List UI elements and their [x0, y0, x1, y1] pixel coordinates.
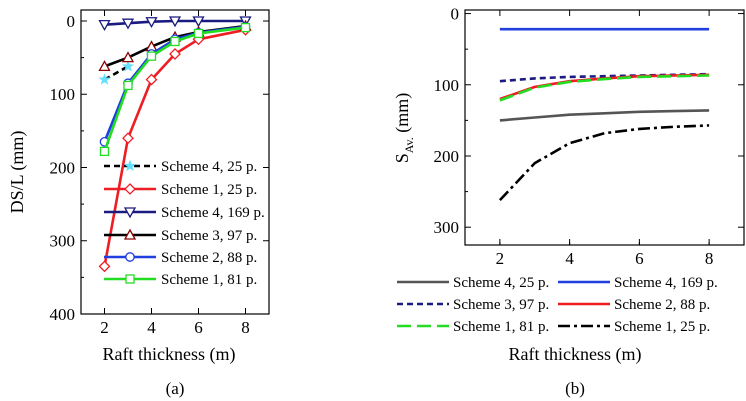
panel-b-y-tick-label: 200 — [434, 147, 460, 166]
panel-b-y-axis-label-unit: (mm) — [392, 93, 413, 138]
panel-b-x-tick-label: 2 — [496, 249, 505, 268]
panel-b-y-tick-label: 100 — [434, 76, 460, 95]
panel-b-y-axis-label: SAv. (mm) — [392, 93, 416, 164]
panel-a-x-tick-label: 2 — [100, 318, 109, 337]
panel-a-point-2 — [121, 18, 135, 30]
panel-b-x-tick-label: 8 — [705, 249, 714, 268]
panel-a-point-5 — [170, 36, 180, 47]
panel-b-legend-label-4: Scheme 1, 81 p. — [453, 319, 549, 335]
panel-b-y-axis-label-sub: Av. — [402, 137, 416, 153]
panel-a-legend-label-2: Scheme 4, 169 p. — [161, 205, 265, 221]
panel-a-series-line-0 — [103, 65, 129, 81]
panel-b-legend-label-2: Scheme 3, 97 p. — [453, 297, 549, 313]
panel-a-legend-label-3: Scheme 3, 97 p. — [161, 228, 257, 244]
panel-a-point-2 — [168, 16, 182, 28]
panel-b-x-tick-label: 6 — [635, 249, 644, 268]
panel-a-y-tick-label: 200 — [50, 158, 76, 177]
panel-a-legend-label-4: Scheme 2, 88 p. — [161, 250, 257, 266]
panel-a-series-line-5 — [103, 26, 246, 152]
panel-a-point-5 — [193, 28, 204, 39]
panel-a-point-3 — [121, 51, 135, 63]
panel-a-legend-label-0: Scheme 4, 25 p. — [161, 159, 257, 175]
panel-b-x-axis-label: Raft thickness (m) — [509, 344, 642, 365]
panel-b-y-tick-label: 0 — [451, 5, 460, 24]
panel-b-legend-label-0: Scheme 4, 25 p. — [453, 275, 549, 291]
panel-b-legend-label-5: Scheme 1, 25 p. — [614, 319, 710, 335]
panel-a-y-axis-label: DS/L (mm) — [7, 131, 28, 214]
panel-b-series-line-4 — [499, 74, 710, 102]
panel-a-point-5 — [146, 51, 157, 61]
panel-a-point-5 — [99, 146, 110, 157]
panel-a-legend-marker-4 — [125, 252, 135, 262]
panel-a-point-3 — [98, 60, 111, 72]
panel-a-plot-frame — [80, 9, 270, 315]
panel-a-y-tick-label: 0 — [67, 12, 76, 31]
panel-b-legend-label-3: Scheme 2, 88 p. — [614, 297, 710, 313]
panel-a-point-1 — [98, 260, 111, 273]
panel-a-x-tick-label: 4 — [147, 318, 156, 337]
panel-a-point-1 — [169, 48, 181, 60]
panel-a-label: (a) — [166, 379, 185, 398]
panel-a-y-tick-label: 400 — [50, 305, 76, 324]
panel-b-series-line-0 — [499, 109, 710, 122]
panel-a-point-2 — [145, 17, 158, 29]
panel-b-y-tick-label: 300 — [434, 218, 460, 237]
panel-a-legend-marker-5 — [125, 274, 135, 284]
panel-a-x-axis-label: Raft thickness (m) — [103, 344, 236, 365]
panel-a-legend-label-5: Scheme 1, 81 p. — [161, 272, 257, 288]
panel-a-y-tick-label: 300 — [50, 232, 76, 251]
panel-b-chart: 2 4 6 8 0 100 200 300 SAv. (mm) Scheme 4, 25 p. Sc… — [392, 5, 745, 398]
panel-a-point-1 — [145, 73, 158, 86]
panel-a-legend-marker-3 — [123, 228, 137, 240]
panel-a-x-tick-label: 6 — [194, 318, 203, 337]
panel-b-plot-frame — [464, 9, 745, 246]
panel-b-y-axis-label-main: S — [392, 153, 412, 163]
panel-b-legend-label-1: Scheme 4, 169 p. — [614, 275, 718, 291]
panel-a-point-5 — [123, 80, 133, 91]
panel-a-x-tick-label: 8 — [241, 318, 250, 337]
panel-a-point-2 — [98, 20, 111, 31]
panel-a-point-0 — [121, 60, 135, 72]
panel-b-x-tick-label: 4 — [565, 249, 574, 268]
panel-a-series-line-2 — [104, 19, 246, 26]
panel-b-series-line-5 — [498, 124, 710, 201]
panel-a-legend-marker-1 — [124, 183, 136, 195]
panel-a-chart: 2 4 6 8 0 100 200 300 400 Scheme 4, 25 p. Scheme 1… — [7, 9, 270, 398]
panel-a-point-2 — [192, 16, 205, 28]
panel-a-series-line-1 — [103, 28, 246, 267]
panel-a-point-5 — [240, 22, 251, 33]
panel-a-legend-marker-0 — [123, 159, 137, 172]
panel-a-legend-label-1: Scheme 1, 25 p. — [161, 182, 257, 198]
panel-a-legend-marker-2 — [123, 207, 137, 219]
panel-a-point-1 — [122, 132, 134, 145]
panel-a-y-tick-label: 100 — [50, 85, 76, 104]
panel-b-label: (b) — [565, 379, 585, 398]
panel-a-point-0 — [98, 73, 111, 85]
